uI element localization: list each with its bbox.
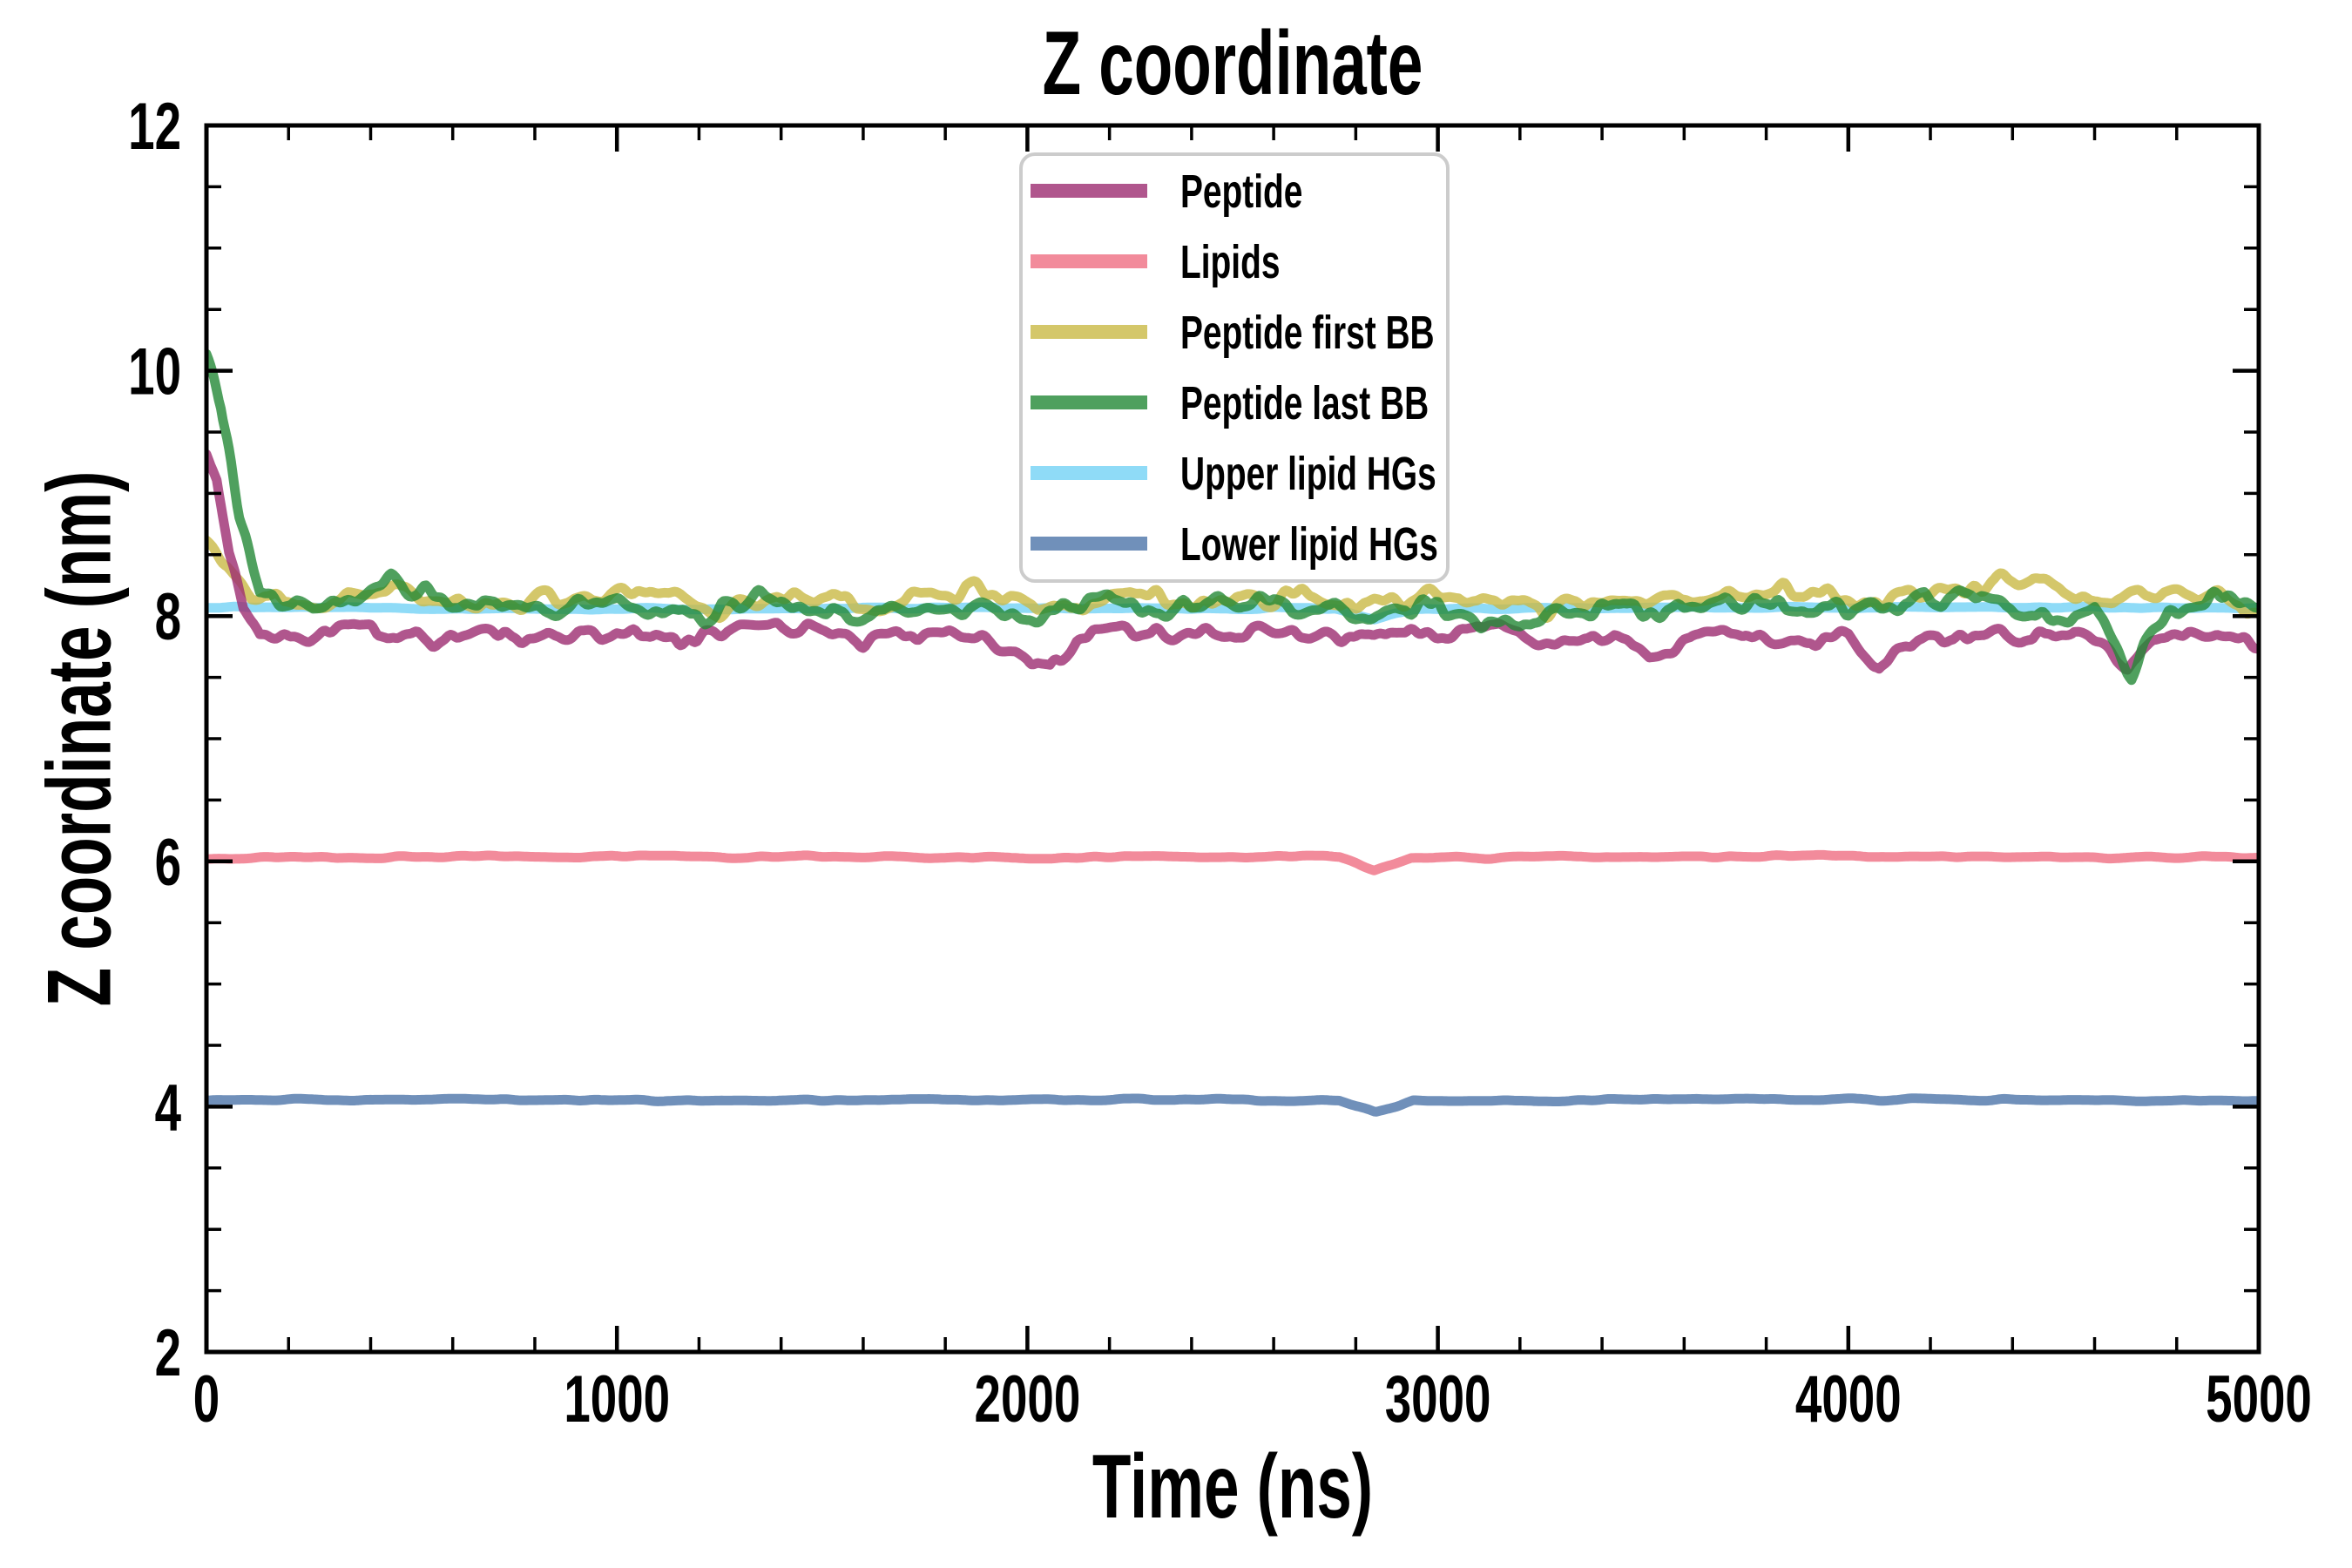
svg-text:3000: 3000 (1385, 1362, 1491, 1436)
plot-area (206, 348, 2259, 1117)
y-tick-label: 6 (155, 826, 181, 900)
y-tick-label: 4 (155, 1071, 182, 1146)
svg-text:Upper lipid HGs: Upper lipid HGs (1180, 447, 1436, 500)
svg-text:2000: 2000 (975, 1362, 1081, 1436)
axis-ticks (204, 123, 2261, 1355)
y-tick-label: 8 (155, 580, 181, 654)
legend-label-upper_lipid_hgs: Upper lipid HGs (1180, 447, 1436, 500)
x-tick-label: 3000 (1385, 1362, 1491, 1436)
svg-text:8: 8 (155, 580, 181, 654)
y-tick-label: 10 (128, 335, 181, 409)
y-tick-label: 12 (128, 90, 181, 164)
legend-label-lower_lipid_hgs: Lower lipid HGs (1180, 517, 1438, 571)
svg-text:4000: 4000 (1795, 1362, 1902, 1436)
y-tick-label: 2 (155, 1316, 181, 1390)
svg-text:1000: 1000 (564, 1362, 670, 1436)
x-tick-label: 4000 (1795, 1362, 1902, 1436)
svg-text:Lipids: Lipids (1180, 235, 1280, 288)
y-axis-label: Z coordinate (nm) (29, 470, 131, 1007)
svg-text:0: 0 (193, 1362, 220, 1436)
svg-text:Peptide first BB: Peptide first BB (1180, 306, 1435, 359)
x-tick-label: 5000 (2206, 1362, 2312, 1436)
svg-text:Lower lipid HGs: Lower lipid HGs (1180, 517, 1438, 571)
svg-text:5000: 5000 (2206, 1362, 2312, 1436)
legend-label-peptide: Peptide (1180, 165, 1302, 218)
x-tick-label: 0 (193, 1362, 220, 1436)
chart-title: Z coordinate (1042, 13, 1423, 114)
svg-text:6: 6 (155, 826, 181, 900)
svg-text:Peptide last BB: Peptide last BB (1180, 376, 1429, 429)
x-tick-label: 2000 (975, 1362, 1081, 1436)
svg-text:Peptide: Peptide (1180, 165, 1302, 218)
svg-text:10: 10 (128, 335, 181, 409)
legend-label-peptide_first_bb: Peptide first BB (1180, 306, 1435, 359)
legend-label-peptide_last_bb: Peptide last BB (1180, 376, 1429, 429)
series-lipids-line (206, 849, 2259, 875)
svg-text:2: 2 (155, 1316, 181, 1390)
x-axis-label: Time (ns) (1092, 1436, 1374, 1538)
legend: Peptide Lipids Peptide first BB Peptide las… (1019, 152, 1450, 583)
series-peptide_last_bb-line (206, 348, 2259, 686)
legend-label-lipids: Lipids (1180, 235, 1280, 288)
series-peptide-line (206, 449, 2259, 675)
x-tick-label: 1000 (564, 1362, 670, 1436)
svg-text:4: 4 (155, 1071, 182, 1146)
svg-text:12: 12 (128, 90, 181, 164)
series-lower_lipid_hgs-line (206, 1093, 2259, 1117)
